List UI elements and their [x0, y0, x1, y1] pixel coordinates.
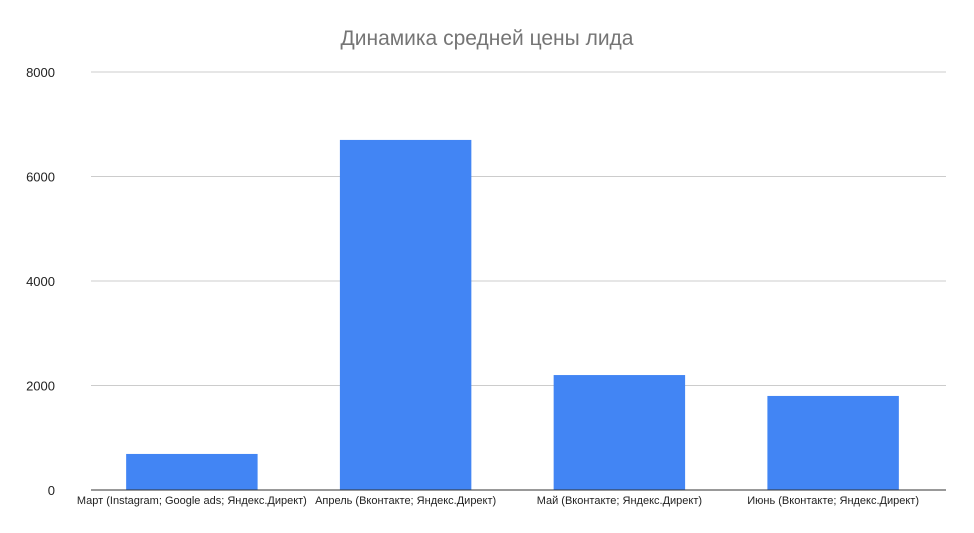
x-tick-label: Март (Instagram; Google ads; Яндекс.Дире… [77, 495, 307, 507]
y-tick-label: 2000 [26, 379, 55, 394]
y-tick-label: 4000 [26, 274, 55, 289]
y-tick-label: 8000 [26, 65, 55, 80]
gridlines [91, 71, 946, 386]
x-tick-label: Апрель (Вконтакте; Яндекс.Директ) [315, 495, 496, 507]
chart-title: Динамика средней цены лида [341, 27, 634, 50]
x-axis-ticks: Март (Instagram; Google ads; Яндекс.Дире… [77, 495, 919, 507]
bar-1 [126, 453, 258, 490]
bar-2 [339, 139, 472, 491]
y-tick-label: 0 [48, 483, 55, 498]
x-tick-label: Июнь (Вконтакте; Яндекс.Директ) [747, 495, 919, 507]
bar-3 [553, 375, 686, 490]
bar-4 [767, 395, 899, 490]
y-tick-label: 6000 [26, 170, 55, 185]
bars [126, 139, 899, 491]
x-tick-label: Май (Вконтакте; Яндекс.Директ) [537, 495, 702, 507]
y-axis-ticks: 0 2000 4000 6000 8000 [26, 65, 55, 498]
